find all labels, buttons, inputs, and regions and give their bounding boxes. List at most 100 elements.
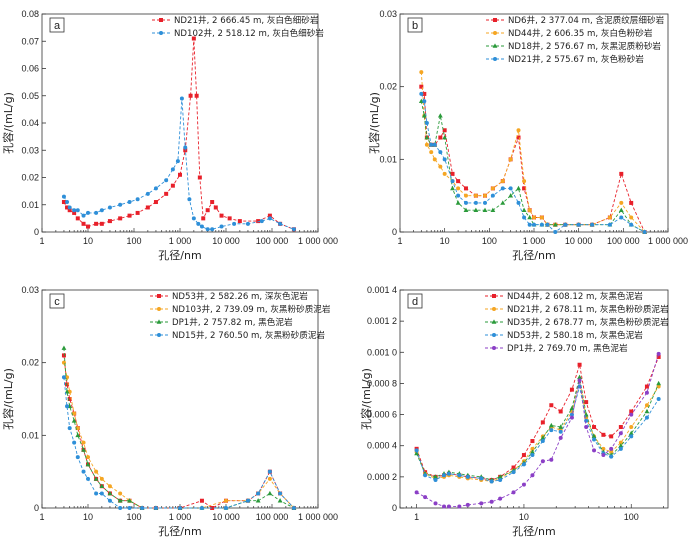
panel-c: 0 0.01 0.02 0.03 1 10 100 1 000 10 000 100 000 1 0… xyxy=(1,285,338,538)
data-point xyxy=(500,200,506,205)
data-point xyxy=(457,504,462,509)
legend-item-3: DP1井, 2 757.82 m, 黑色泥岩 xyxy=(150,316,293,328)
x-tick-label: 1 xyxy=(39,512,44,522)
data-point xyxy=(508,186,513,191)
data-point xyxy=(145,191,150,196)
data-point xyxy=(205,208,210,213)
data-point xyxy=(432,142,437,147)
data-point xyxy=(442,504,447,509)
data-point xyxy=(644,403,649,408)
data-point xyxy=(532,222,536,227)
y-axis-title: 孔容/(mL/g) xyxy=(1,368,15,430)
data-point xyxy=(516,185,521,191)
data-point xyxy=(438,150,443,155)
data-point xyxy=(219,213,224,218)
data-point xyxy=(75,208,80,213)
data-point xyxy=(81,469,86,474)
data-point xyxy=(463,207,469,212)
data-point xyxy=(479,476,484,481)
data-point xyxy=(67,205,72,210)
data-point xyxy=(629,215,634,220)
data-point xyxy=(601,432,606,437)
series-line xyxy=(420,101,645,233)
series-2 xyxy=(419,70,647,234)
x-tick-label: 1 000 000 xyxy=(298,236,338,246)
data-point xyxy=(94,491,99,496)
legend-label: ND53井, 2 580.18 m, 灰黑色泥岩 xyxy=(507,329,643,341)
data-point xyxy=(81,440,86,445)
data-point xyxy=(61,375,66,380)
data-point xyxy=(516,135,521,140)
data-point xyxy=(577,378,582,383)
data-point xyxy=(457,473,462,478)
data-point xyxy=(549,457,554,462)
data-point xyxy=(618,443,624,448)
data-point xyxy=(422,91,427,96)
data-point xyxy=(424,142,429,147)
data-point xyxy=(618,446,623,451)
y-tick-label: 0.000 4 xyxy=(367,441,397,451)
x-tick-label: 1 000 xyxy=(169,512,192,522)
data-point xyxy=(442,128,447,133)
data-point xyxy=(424,121,429,125)
data-point xyxy=(558,435,563,440)
data-point xyxy=(456,179,461,184)
data-point xyxy=(539,222,544,227)
y-axis-title: 孔容/(mL/g) xyxy=(1,92,15,154)
legend-label: ND21井, 2 666.45 m, 灰白色细砂岩 xyxy=(174,14,319,26)
data-point xyxy=(442,171,447,176)
data-point xyxy=(419,84,424,89)
data-point xyxy=(490,207,496,212)
data-point xyxy=(140,506,145,510)
data-point xyxy=(86,476,90,481)
data-point xyxy=(423,495,428,500)
data-point xyxy=(437,113,443,118)
data-point xyxy=(463,200,468,205)
series-4 xyxy=(414,384,661,484)
data-point xyxy=(656,397,661,401)
legend-item-4: ND21井, 2 575.67 m, 灰色粉砂岩 xyxy=(486,53,644,65)
legend-label: ND102井, 2 518.12 m, 灰白色细砂岩 xyxy=(174,27,324,39)
y-tick-label: 0.000 6 xyxy=(367,410,397,420)
data-point xyxy=(592,448,597,453)
data-point xyxy=(259,219,264,224)
data-point xyxy=(508,193,514,198)
data-point xyxy=(194,93,199,98)
data-point xyxy=(618,431,623,436)
data-point xyxy=(267,213,272,218)
data-point xyxy=(72,411,77,416)
data-point xyxy=(569,387,574,392)
data-point xyxy=(656,384,661,389)
data-point xyxy=(191,36,196,41)
data-point xyxy=(135,210,140,215)
legend-label: ND21井, 2 575.67 m, 灰色粉砂岩 xyxy=(508,53,644,65)
data-point xyxy=(521,482,526,487)
data-point xyxy=(592,425,597,430)
series-line xyxy=(63,355,295,509)
panel-label-box xyxy=(49,17,65,33)
data-point xyxy=(511,490,516,495)
data-point xyxy=(644,408,650,414)
data-point xyxy=(107,205,112,210)
x-tick-label: 10 xyxy=(440,236,450,246)
data-point xyxy=(591,433,597,439)
x-tick-label: 10 xyxy=(519,512,529,522)
y-axis-title: 孔容/(mL/g) xyxy=(367,92,381,154)
data-point xyxy=(558,424,564,429)
data-point xyxy=(584,425,589,430)
legend-label: ND103井, 2 739.09 m, 灰黑粉砂质泥岩 xyxy=(172,303,331,315)
data-point xyxy=(429,142,434,147)
series-line xyxy=(416,353,660,507)
data-point xyxy=(479,501,484,506)
data-point xyxy=(516,128,521,133)
data-point xyxy=(482,207,488,212)
data-point xyxy=(590,222,595,227)
data-point xyxy=(291,506,296,510)
legend-marker xyxy=(492,333,496,337)
x-tick-label: 1 xyxy=(39,236,44,246)
data-point xyxy=(99,221,104,226)
x-axis-title: 孔径/nm xyxy=(158,525,201,538)
data-point xyxy=(153,506,158,510)
data-point xyxy=(127,498,132,503)
x-tick-label: 100 000 xyxy=(256,512,289,522)
